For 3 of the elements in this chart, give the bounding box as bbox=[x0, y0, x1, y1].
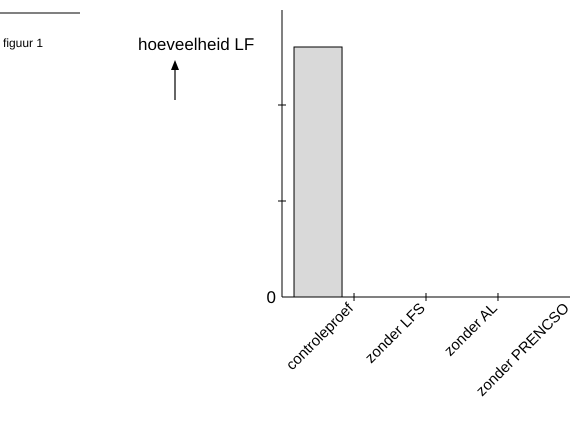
y-axis-title: hoeveelheid LF bbox=[138, 35, 254, 54]
text: 0 bbox=[266, 288, 276, 307]
text: figuur 1 bbox=[3, 36, 44, 50]
